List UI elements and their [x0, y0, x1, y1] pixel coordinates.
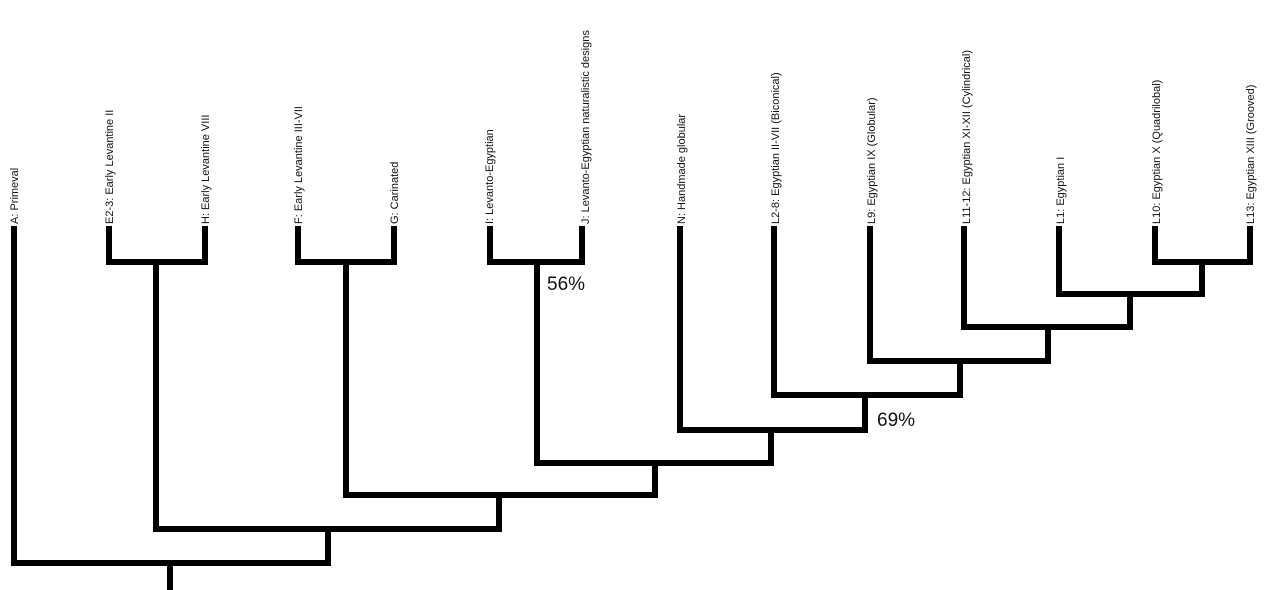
taxon-label-i: I: Levanto-Egyptian	[484, 129, 496, 224]
tree-branches	[11, 226, 1253, 590]
taxon-label-f: F: Early Levantine III-VII	[293, 106, 305, 224]
branch-leg-e-h	[106, 226, 208, 265]
taxon-label-l13: L13: Egyptian XIII (Grooved)	[1245, 85, 1257, 224]
taxon-labels: A: Primeval E2-3: Early Levantine II H: …	[9, 30, 1257, 224]
branch-leg-a	[11, 226, 331, 566]
taxon-label-h: H: Early Levantine VIII	[200, 115, 212, 224]
support-values: 56% 69%	[547, 274, 915, 431]
branch-leg-l9	[867, 226, 1051, 364]
branch-leg-i-j	[487, 226, 585, 265]
taxon-label-l11-12: L11-12: Egyptian XI-XII (Cylindrical)	[961, 50, 973, 224]
taxon-label-l2-8: L2-8: Egyptian II-VII (Biconical)	[770, 72, 782, 224]
taxon-label-e2-3: E2-3: Early Levantine II	[104, 110, 116, 224]
taxon-label-l10: L10: Egyptian X (Quadrilobal)	[1151, 80, 1163, 224]
branch-leg-l11	[961, 226, 1133, 330]
branch-leg-l10-l13	[1152, 226, 1253, 265]
support-value-n: 69%	[877, 410, 915, 431]
taxon-label-l9: L9: Egyptian IX (Globular)	[866, 97, 878, 224]
branch-leg-f-g	[295, 226, 397, 265]
branch-leg-eh	[153, 262, 502, 532]
taxon-label-l1: L1: Egyptian I	[1055, 157, 1067, 224]
support-value-ij: 56%	[547, 274, 585, 295]
taxon-label-n: N: Handmade globular	[676, 114, 688, 224]
taxon-label-g: G: Carinated	[389, 162, 401, 224]
taxon-label-a: A: Primeval	[9, 168, 21, 224]
taxon-label-j: J: Levanto-Egyptian naturalistic designs	[580, 30, 592, 224]
